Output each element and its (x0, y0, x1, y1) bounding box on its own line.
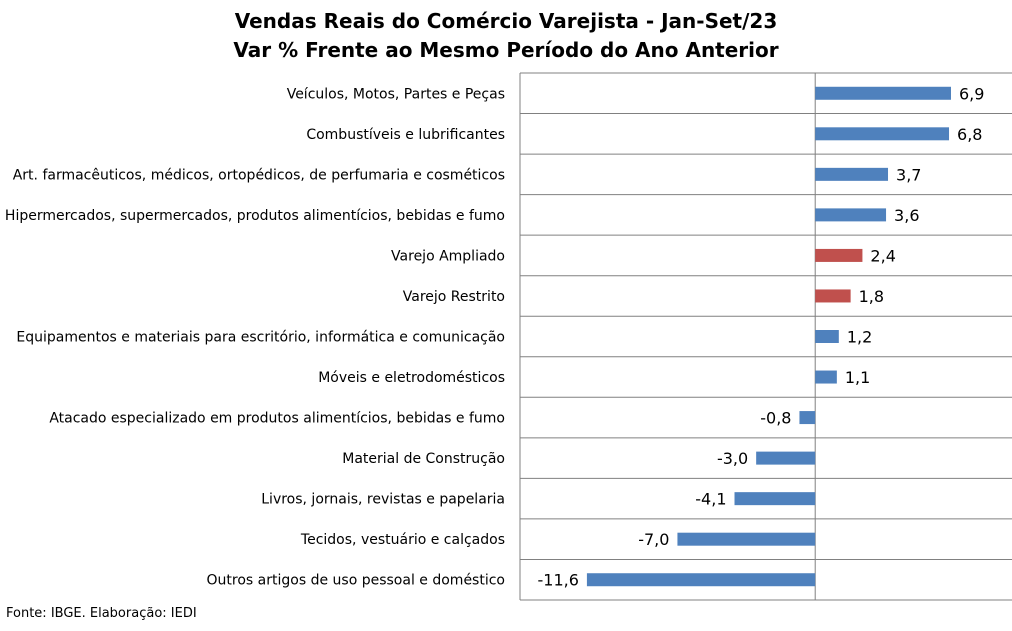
bar (815, 167, 889, 181)
category-label: Material de Construção (342, 451, 505, 467)
bar (815, 289, 851, 303)
data-label: 1,2 (847, 328, 872, 347)
category-label: Livros, jornais, revistas e papelaria (261, 492, 505, 508)
data-label: 6,8 (957, 125, 982, 144)
bar (799, 411, 816, 425)
source-note: Fonte: IBGE. Elaboração: IEDI (6, 606, 197, 621)
data-label: -4,1 (695, 490, 726, 509)
bar (815, 248, 863, 262)
bar (815, 208, 887, 222)
bar (815, 330, 839, 343)
data-label: -3,0 (717, 449, 748, 468)
bar (586, 573, 816, 587)
category-label: Combustíveis e lubrificantes (306, 127, 505, 143)
category-label: Equipamentos e materiais para escritório… (16, 330, 505, 346)
category-label: Varejo Ampliado (391, 248, 505, 264)
data-label: 3,7 (896, 165, 921, 184)
chart-subtitle: Var % Frente ao Mesmo Período do Ano Ant… (233, 38, 779, 62)
bar (815, 127, 950, 141)
data-label: 6,9 (959, 84, 984, 103)
bar (756, 451, 816, 465)
chart-title: Vendas Reais do Comércio Varejista - Jan… (234, 9, 778, 33)
bar (677, 532, 816, 546)
category-label: Atacado especializado em produtos alimen… (49, 411, 505, 427)
bar (815, 86, 951, 100)
bar (815, 370, 837, 384)
data-label: 1,8 (859, 287, 884, 306)
category-label: Veículos, Motos, Partes e Peças (287, 86, 505, 102)
bar (734, 492, 816, 506)
data-label: 3,6 (894, 206, 919, 225)
category-label: Art. farmacêuticos, médicos, ortopédicos… (13, 167, 505, 183)
category-label: Outros artigos de uso pessoal e doméstic… (207, 573, 505, 589)
category-label: Móveis e eletrodomésticos (318, 370, 505, 386)
data-label: -7,0 (638, 530, 669, 549)
data-label: -11,6 (538, 571, 579, 590)
data-label: 1,1 (845, 368, 870, 387)
category-label: Varejo Restrito (403, 289, 505, 305)
category-label: Hipermercados, supermercados, produtos a… (5, 208, 505, 224)
category-label: Tecidos, vestuário e calçados (300, 532, 505, 548)
data-label: -0,8 (760, 409, 791, 428)
data-label: 2,4 (870, 246, 895, 265)
